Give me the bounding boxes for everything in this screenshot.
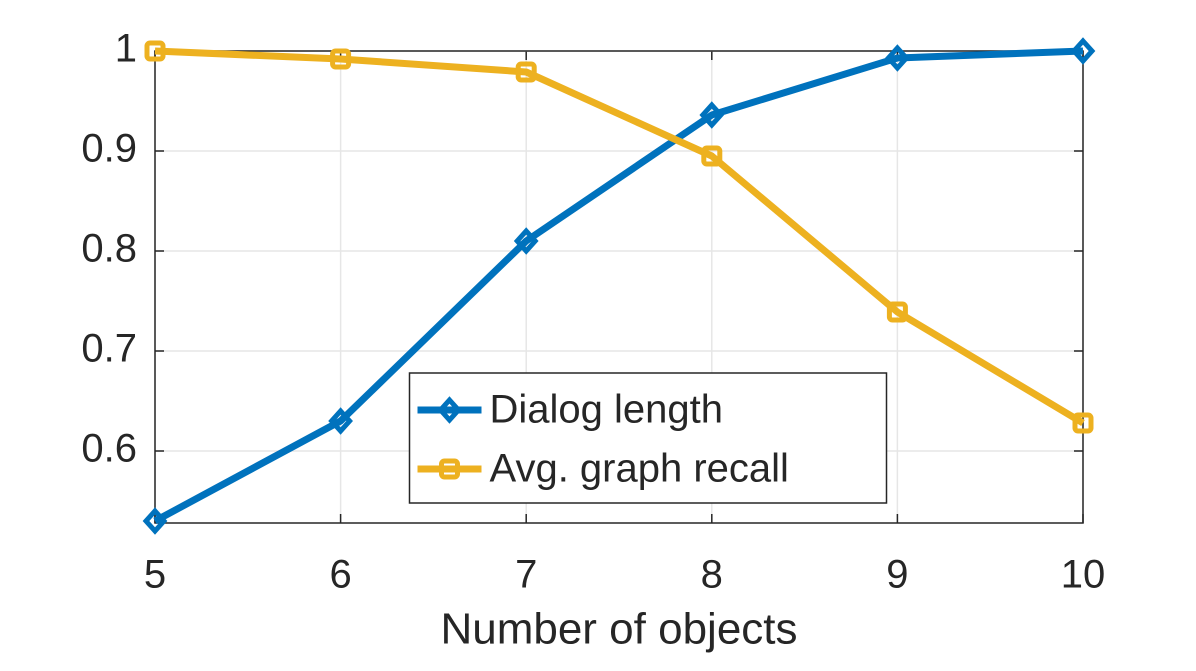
x-tick-label: 7 [515, 553, 537, 597]
legend-label: Dialog length [490, 388, 724, 432]
x-tick-label: 10 [1061, 553, 1106, 597]
marker [328, 407, 353, 435]
y-tick-label: 0.9 [81, 127, 137, 171]
marker [1072, 412, 1094, 434]
y-tick-label: 0.8 [81, 227, 137, 271]
legend: Dialog length Avg. graph recall [408, 372, 888, 504]
marker [515, 61, 537, 83]
legend-label: Avg. graph recall [490, 447, 789, 491]
y-tick-label: 1 [115, 27, 137, 71]
marker [1070, 37, 1096, 65]
data-line [153, 47, 1084, 525]
x-tick-label: 5 [144, 553, 166, 597]
marker [885, 44, 910, 72]
marker [437, 396, 462, 424]
x-tick-label: 6 [329, 553, 351, 597]
marker [330, 48, 352, 70]
y-tick-label: 0.6 [81, 427, 137, 471]
marker [701, 145, 723, 167]
x-tick-label: 9 [886, 553, 908, 597]
marker [439, 458, 460, 480]
marker [699, 101, 725, 129]
marker [142, 507, 168, 535]
legend-box [408, 372, 888, 504]
marker [886, 301, 908, 323]
data-line [154, 47, 1085, 427]
marker [144, 40, 166, 62]
marker [513, 227, 539, 255]
y-tick-label: 0.7 [81, 327, 137, 371]
plot-frame [154, 50, 1084, 524]
x-axis-label: Number of objects [440, 605, 797, 654]
x-tick-label: 8 [701, 553, 723, 597]
